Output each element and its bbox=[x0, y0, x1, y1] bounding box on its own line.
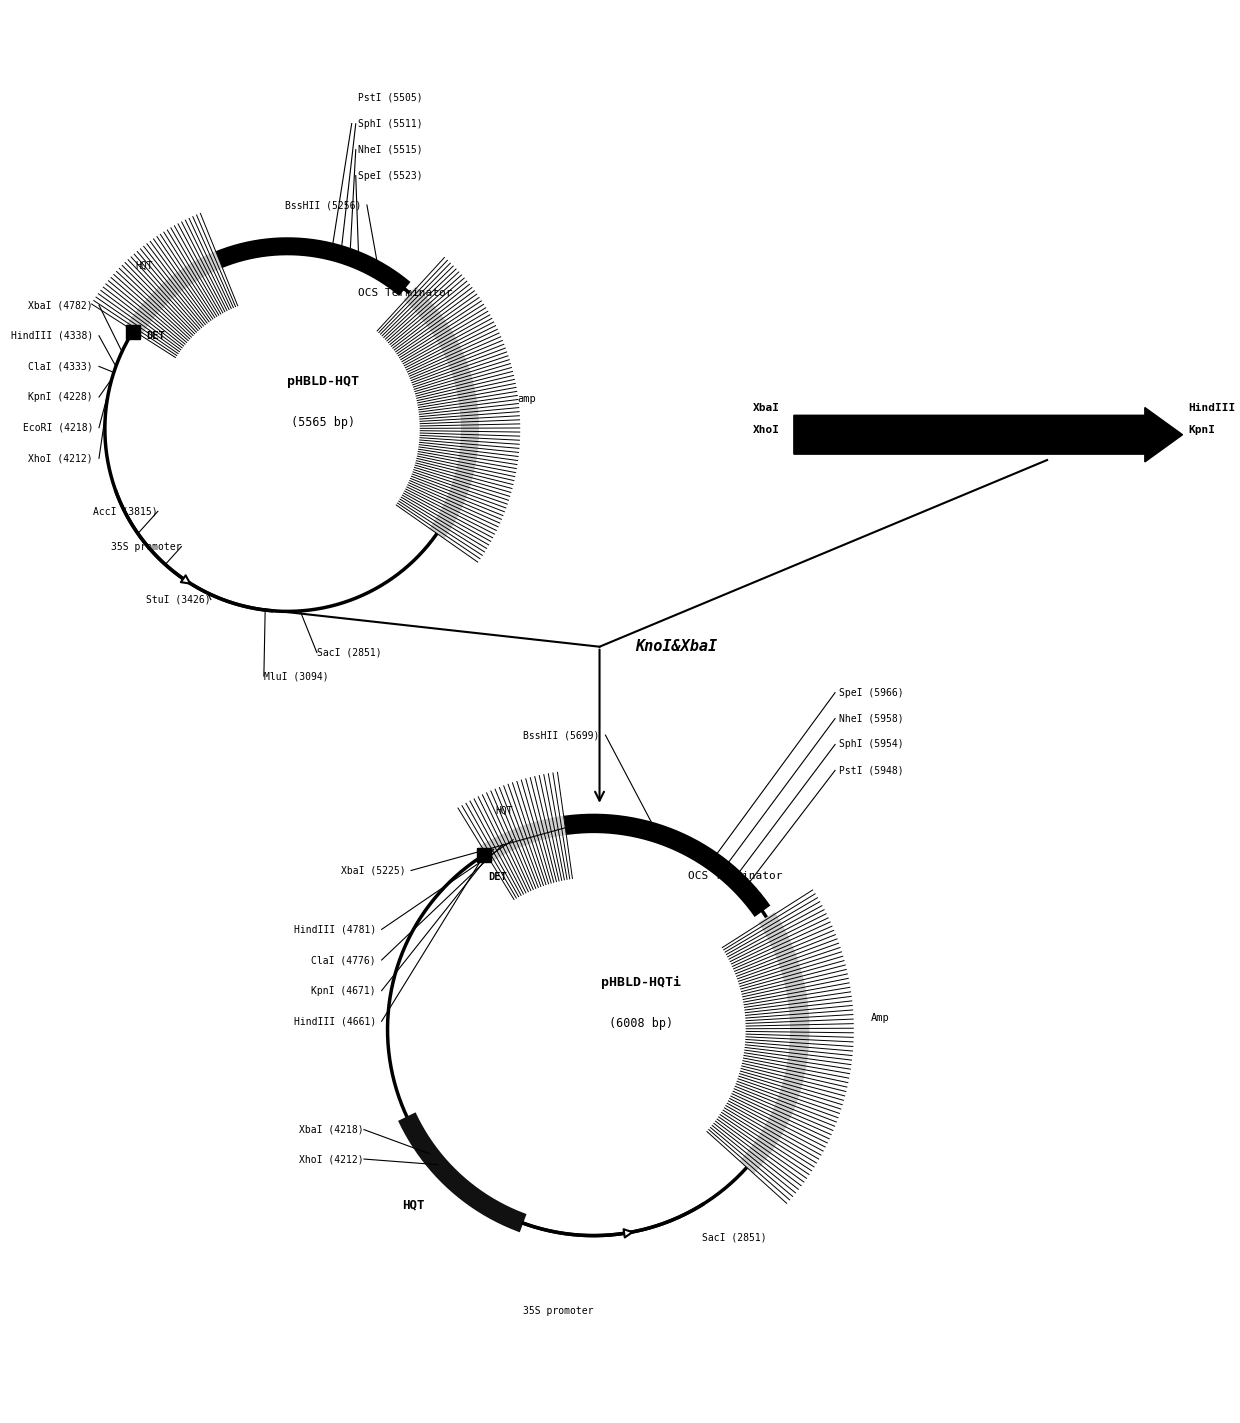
Text: XbaI (4782): XbaI (4782) bbox=[29, 300, 93, 310]
Text: (5565 bp): (5565 bp) bbox=[290, 417, 355, 430]
Text: XbaI (5225): XbaI (5225) bbox=[341, 865, 405, 875]
Text: DET: DET bbox=[146, 330, 165, 340]
Text: HindIII (4661): HindIII (4661) bbox=[294, 1016, 376, 1026]
Text: amp: amp bbox=[517, 394, 536, 404]
Text: Amp: Amp bbox=[870, 1013, 889, 1023]
Text: NheI (5515): NheI (5515) bbox=[358, 145, 423, 155]
Text: NheI (5958): NheI (5958) bbox=[838, 713, 903, 723]
Text: XbaI (4218): XbaI (4218) bbox=[299, 1124, 365, 1134]
FancyArrow shape bbox=[794, 407, 1183, 462]
Text: HQT: HQT bbox=[402, 1198, 424, 1211]
Text: SpeI (5966): SpeI (5966) bbox=[838, 687, 903, 697]
Text: SpeI (5523): SpeI (5523) bbox=[358, 171, 423, 181]
Text: HindIII: HindIII bbox=[1188, 403, 1236, 413]
Text: KpnI (4228): KpnI (4228) bbox=[29, 391, 93, 403]
Text: BssHII (5699): BssHII (5699) bbox=[523, 730, 599, 740]
Text: MluI (3094): MluI (3094) bbox=[264, 672, 329, 682]
Text: HQT: HQT bbox=[135, 260, 153, 270]
Text: AccI (3815): AccI (3815) bbox=[93, 507, 157, 517]
Text: SphI (5954): SphI (5954) bbox=[838, 740, 903, 750]
Text: KpnI (4671): KpnI (4671) bbox=[311, 986, 376, 996]
Text: XhoI (4212): XhoI (4212) bbox=[29, 454, 93, 464]
Text: BssHII (5256): BssHII (5256) bbox=[285, 201, 361, 211]
Text: ClaI (4333): ClaI (4333) bbox=[29, 361, 93, 371]
Text: SphI (5511): SphI (5511) bbox=[358, 118, 423, 129]
Text: PstI (5948): PstI (5948) bbox=[838, 766, 903, 776]
Text: SacI (2851): SacI (2851) bbox=[317, 647, 382, 657]
Text: ClaI (4776): ClaI (4776) bbox=[311, 955, 376, 965]
Text: HQT: HQT bbox=[496, 805, 513, 815]
Text: 35S promoter: 35S promoter bbox=[523, 1306, 594, 1316]
Text: XhoI: XhoI bbox=[753, 425, 780, 435]
Text: OCS Terminator: OCS Terminator bbox=[688, 871, 782, 881]
Text: OCS Terminator: OCS Terminator bbox=[358, 289, 453, 299]
Text: SacI (2851): SacI (2851) bbox=[702, 1232, 766, 1242]
Text: KnoI&XbaI: KnoI&XbaI bbox=[635, 639, 717, 655]
Text: XbaI: XbaI bbox=[753, 403, 780, 413]
Text: HindIII (4338): HindIII (4338) bbox=[11, 330, 93, 340]
Text: DET: DET bbox=[489, 872, 507, 882]
Text: HindIII (4781): HindIII (4781) bbox=[294, 925, 376, 935]
Text: EcoRI (4218): EcoRI (4218) bbox=[22, 423, 93, 433]
Text: 35S promoter: 35S promoter bbox=[110, 542, 181, 552]
Text: pHBLD-HQTi: pHBLD-HQTi bbox=[600, 976, 681, 989]
Text: StuI (3426): StuI (3426) bbox=[146, 595, 211, 605]
Text: XhoI (4212): XhoI (4212) bbox=[299, 1154, 365, 1164]
Text: pHBLD-HQT: pHBLD-HQT bbox=[286, 376, 358, 388]
Text: KpnI: KpnI bbox=[1188, 425, 1215, 435]
Text: (6008 bp): (6008 bp) bbox=[609, 1017, 673, 1030]
Text: PstI (5505): PstI (5505) bbox=[358, 92, 423, 102]
